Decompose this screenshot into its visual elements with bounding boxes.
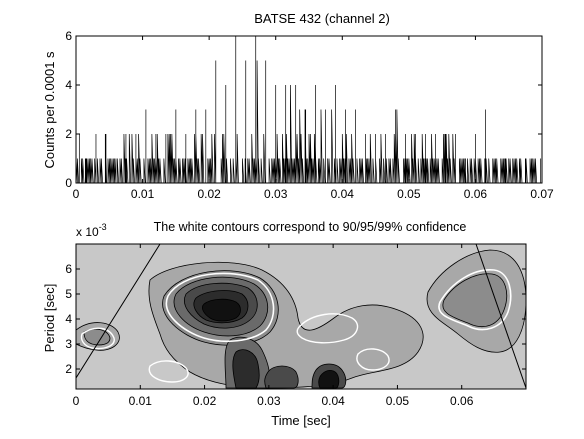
top-xtick-label: 0.02	[197, 187, 221, 201]
wavelet-xtick-label: 0.04	[321, 394, 345, 408]
top-tick-labels: 0 0.01 0.02 0.03 0.04 0.05 0.06 0.07 0 2 4 6	[65, 29, 554, 201]
top-xtick-label: 0.07	[530, 187, 554, 201]
wavelet-xtick-label: 0.06	[450, 394, 474, 408]
top-title: BATSE 432 (channel 2)	[254, 11, 390, 26]
power-region-low-mid	[264, 365, 299, 389]
wavelet-xtick-label: 0.03	[257, 394, 281, 408]
top-plot-frame	[75, 35, 543, 184]
bottom-multiplier: x 10-3	[76, 222, 107, 239]
confidence-contour-core	[165, 272, 275, 343]
confidence-contour-right	[438, 269, 512, 331]
wavelet-ylabel: Period [sec]	[42, 284, 57, 353]
top-xtick-label: 0.05	[397, 187, 421, 201]
wavelet-xlabel: Time [sec]	[271, 413, 330, 428]
wavelet-xtick-label: 0	[73, 394, 80, 408]
top-xtick-label: 0.01	[131, 187, 155, 201]
wavelet-xtick-label: 0.05	[386, 394, 410, 408]
top-ylabel: Counts per 0.0001 s	[42, 51, 57, 169]
wavelet-xtick-label: 0.02	[193, 394, 217, 408]
wavelet-ytick-label: 6	[65, 262, 72, 276]
top-ytick-label: 2	[65, 127, 72, 141]
confidence-contour-lowleft	[148, 360, 189, 383]
power-region-left-inner	[83, 328, 111, 346]
bottom-title: The white contours correspond to 90/95/9…	[154, 220, 467, 234]
wavelet-ytick-label: 2	[65, 362, 72, 376]
wavelet-tick-labels: 0 0.01 0.02 0.03 0.04 0.05 0.06 2 3 4 5 6	[65, 244, 526, 408]
wavelet-xtick-label: 0.01	[129, 394, 153, 408]
confidence-contour-lowmid	[356, 348, 390, 371]
wavelet-plot-frame	[75, 243, 527, 390]
top-ytick-label: 4	[65, 78, 72, 92]
top-ytick-label: 6	[65, 29, 72, 43]
top-series	[75, 36, 542, 184]
multiplier-exponent: -3	[99, 222, 107, 232]
top-xtick-label: 0.06	[464, 187, 488, 201]
power-region-stem-dark	[232, 349, 260, 389]
counts-series-line	[75, 36, 542, 184]
power-region-low-right-dark	[318, 370, 340, 389]
confidence-contour-mid	[296, 313, 359, 344]
cone-of-influence	[76, 244, 526, 389]
multiplier-base: x 10	[76, 225, 99, 239]
power-region-core-5	[202, 298, 241, 322]
wavelet-ytick-label: 3	[65, 337, 72, 351]
top-xtick-label: 0.03	[264, 187, 288, 201]
top-xtick-label: 0	[73, 187, 80, 201]
wavelet-ytick-label: 4	[65, 312, 72, 326]
confidence-contour-left	[80, 327, 115, 350]
top-ytick-label: 0	[65, 176, 72, 190]
wavelet-power-map	[76, 244, 526, 389]
top-xtick-label: 0.04	[331, 187, 355, 201]
wavelet-ytick-label: 5	[65, 287, 72, 301]
